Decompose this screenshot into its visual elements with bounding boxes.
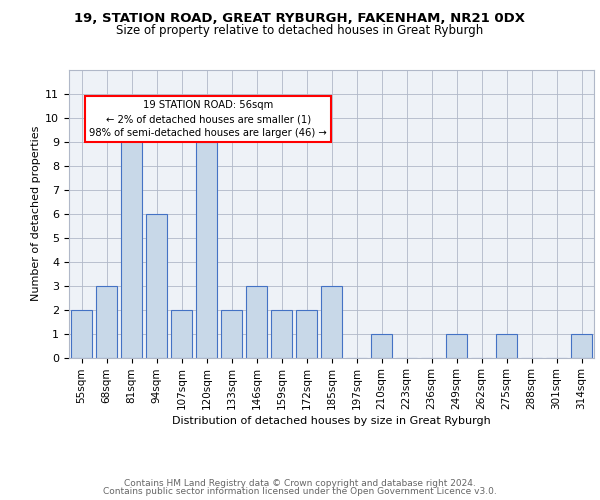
Bar [171, 310, 192, 358]
Bar [496, 334, 517, 357]
Bar [196, 142, 217, 358]
Text: 19 STATION ROAD: 56sqm
← 2% of detached houses are smaller (1)
98% of semi-detac: 19 STATION ROAD: 56sqm ← 2% of detached … [89, 100, 327, 138]
Text: Contains public sector information licensed under the Open Government Licence v3: Contains public sector information licen… [103, 487, 497, 496]
X-axis label: Distribution of detached houses by size in Great Ryburgh: Distribution of detached houses by size … [172, 416, 491, 426]
Bar [271, 310, 292, 358]
Bar [96, 286, 117, 358]
Bar [146, 214, 167, 358]
Bar [371, 334, 392, 357]
Text: 19, STATION ROAD, GREAT RYBURGH, FAKENHAM, NR21 0DX: 19, STATION ROAD, GREAT RYBURGH, FAKENHA… [74, 12, 526, 26]
Bar [571, 334, 592, 357]
Bar [71, 310, 92, 358]
Bar [296, 310, 317, 358]
Bar [446, 334, 467, 357]
Text: Size of property relative to detached houses in Great Ryburgh: Size of property relative to detached ho… [116, 24, 484, 37]
Y-axis label: Number of detached properties: Number of detached properties [31, 126, 41, 302]
Bar [321, 286, 342, 358]
Bar [221, 310, 242, 358]
Bar [121, 118, 142, 358]
Text: Contains HM Land Registry data © Crown copyright and database right 2024.: Contains HM Land Registry data © Crown c… [124, 478, 476, 488]
Bar [246, 286, 267, 358]
